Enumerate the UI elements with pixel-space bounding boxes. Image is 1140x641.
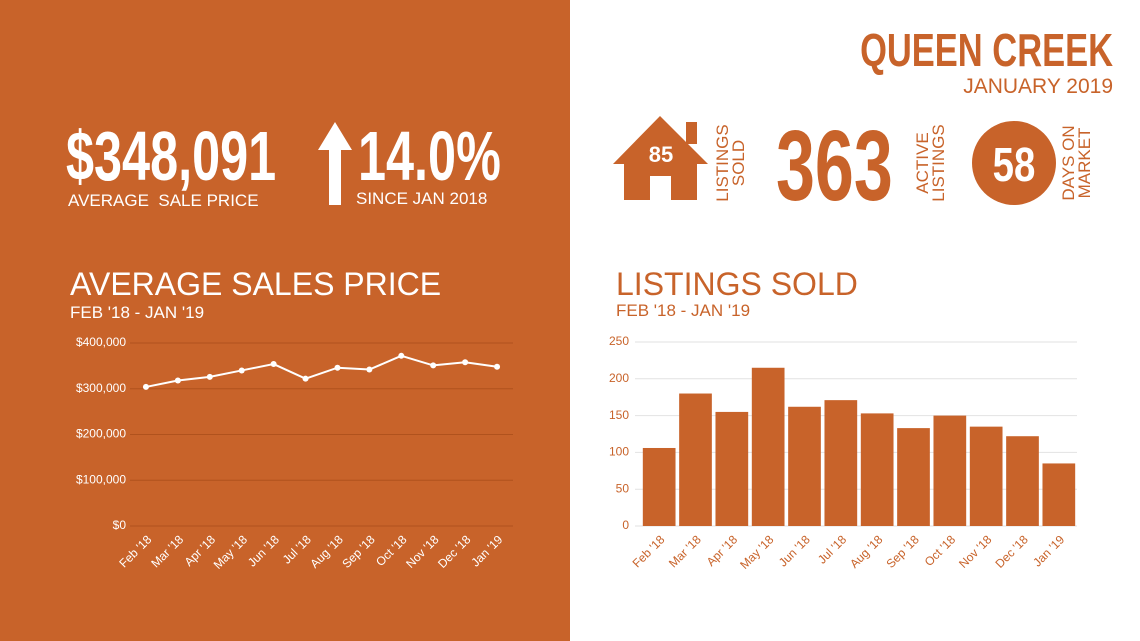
change-label: SINCE JAN 2018 (356, 189, 487, 208)
house-icon (613, 116, 708, 200)
point (174, 377, 181, 384)
y-tick-label: 150 (609, 408, 629, 422)
point (366, 366, 373, 373)
y-tick-label: 50 (616, 481, 630, 495)
y-tick-label: 250 (609, 334, 629, 348)
active-group: 363 (776, 111, 893, 222)
active-listings-value: 363 (776, 111, 893, 222)
price-value: $348,091 (66, 117, 276, 195)
price-label: AVERAGE SALE PRICE (68, 191, 259, 210)
bar (969, 426, 1003, 526)
point (270, 361, 277, 368)
label-line: LISTINGS (929, 124, 948, 201)
bar (933, 415, 967, 526)
y-tick-label: 0 (622, 518, 629, 532)
point (142, 383, 149, 390)
days-circle (972, 121, 1056, 205)
bar (642, 447, 676, 526)
point (494, 363, 501, 370)
listings-sold-value: 85 (649, 142, 673, 167)
label-line: MARKET (1075, 128, 1094, 199)
price-group: $348,091 (66, 117, 276, 195)
chart-title: LISTINGS SOLD (616, 266, 858, 302)
y-tick-label: $400,000 (76, 335, 126, 349)
bar (751, 367, 785, 526)
point (398, 352, 405, 359)
days-value: 58 (993, 139, 1036, 192)
y-tick-label: 200 (609, 371, 629, 385)
left-panel (0, 0, 570, 641)
point (462, 359, 469, 366)
point (430, 362, 437, 369)
line (145, 354, 498, 388)
bar (897, 428, 930, 526)
y-tick-label: 100 (609, 445, 629, 459)
label-line: DAYS ON (1059, 125, 1078, 200)
bar (715, 411, 749, 526)
header-title-group: QUEEN CREEK (860, 24, 1113, 76)
days-group: 58 (993, 139, 1036, 192)
days-label: DAYS ON MARKET (1059, 125, 1094, 200)
point (334, 364, 341, 371)
active-listings-label: ACTIVE LISTINGS (913, 124, 948, 201)
label-line: ACTIVE (913, 132, 932, 193)
listings-sold-label: LISTINGS SOLD (713, 124, 748, 201)
up-arrow (318, 122, 352, 205)
chart-subtitle: FEB '18 - JAN '19 (70, 303, 204, 322)
bar (1006, 436, 1039, 526)
bar (679, 393, 712, 526)
chart-title: AVERAGE SALES PRICE (70, 266, 441, 302)
label-line: LISTINGS (713, 124, 732, 201)
point (206, 373, 213, 380)
bar (788, 406, 821, 526)
bar (1042, 463, 1076, 526)
point (302, 375, 309, 382)
y-tick-label: $100,000 (76, 472, 126, 486)
bar (824, 400, 858, 526)
chart-subtitle: FEB '18 - JAN '19 (616, 301, 750, 320)
change-group: 14.0% (358, 117, 501, 195)
point (238, 367, 245, 374)
bar (860, 413, 894, 526)
y-tick-label: $200,000 (76, 427, 126, 441)
y-tick-label: $300,000 (76, 381, 126, 395)
change-value: 14.0% (358, 117, 501, 195)
header-subtitle: JANUARY 2019 (963, 75, 1113, 98)
label-line: SOLD (729, 140, 748, 186)
y-tick-label: $0 (113, 518, 127, 532)
header-title: QUEEN CREEK (860, 24, 1113, 76)
